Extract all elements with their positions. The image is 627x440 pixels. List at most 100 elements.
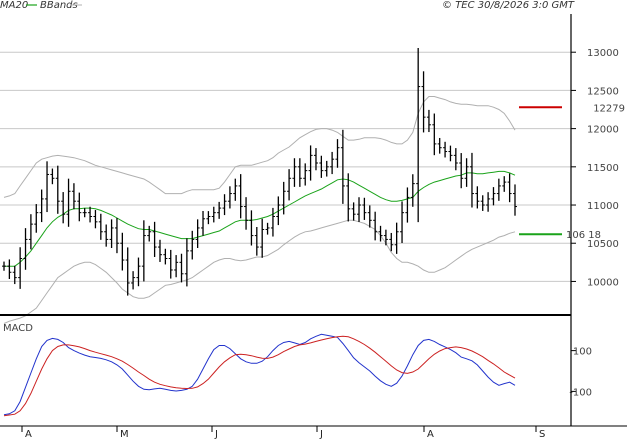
ohlc-bar [389, 232, 394, 252]
ohlc-bar [23, 228, 28, 270]
ohlc-bar [400, 201, 405, 244]
ohlc-bar [426, 109, 431, 133]
ohlc-bar [319, 155, 324, 178]
ohlc-bar [464, 158, 469, 187]
ohlc-bar [12, 265, 17, 285]
month-label: A [427, 429, 434, 440]
ohlc-bar [394, 222, 399, 254]
ohlc-bar [66, 178, 71, 227]
price-y-tick-label: 13000 [587, 48, 619, 59]
ohlc-bar [260, 218, 265, 258]
ohlc-bar [281, 181, 286, 215]
month-label: M [120, 429, 129, 440]
macd-panel: MACD 100 -100 [3, 323, 592, 417]
ohlc-bar [71, 183, 76, 210]
bbands-legend: BBands [40, 0, 78, 11]
ohlc-bar [7, 259, 12, 279]
ohlc-bar [297, 158, 302, 187]
ohlc-bar [147, 225, 152, 242]
ohlc-bar [367, 205, 372, 228]
ohlc-bar [109, 219, 114, 249]
ohlc-bar [238, 174, 243, 219]
price-y-tick-label: 12000 [587, 125, 619, 136]
ohlc-bar [61, 192, 66, 224]
ohlc-bar [330, 151, 335, 175]
ohlc-bar [179, 253, 184, 283]
macd-title: MACD [3, 323, 33, 334]
ohlc-bar [475, 186, 480, 209]
ohlc-bar [416, 48, 421, 223]
ohlc-bar [480, 195, 485, 211]
ohlc-bar [405, 187, 410, 223]
ohlc-bar [157, 239, 162, 262]
ohlc-bars [2, 48, 517, 296]
ohlc-bar [93, 210, 98, 229]
ohlc-bar [432, 113, 437, 156]
month-label: J [214, 429, 218, 440]
ohlc-bar [437, 137, 442, 154]
ohlc-bar [383, 229, 388, 246]
bbands-lower-line [3, 219, 516, 324]
ohlc-bar [211, 206, 216, 223]
ohlc-bar [190, 230, 195, 260]
ohlc-bar [114, 218, 119, 254]
ohlc-bar [77, 192, 82, 222]
ohlc-bar [227, 186, 232, 209]
macd-line [3, 333, 516, 416]
ohlc-bar [313, 148, 318, 171]
ohlc-bar [308, 145, 313, 181]
price-y-tick-label: 10500 [587, 239, 619, 250]
macd-y-axis: 100 -100 [569, 347, 592, 399]
ma20-line [4, 170, 516, 267]
ohlc-bar [270, 207, 275, 237]
ohlc-bar [136, 257, 141, 287]
ohlc-bar [152, 221, 157, 257]
ohlc-bar [378, 225, 383, 242]
ohlc-bar [491, 187, 496, 206]
ohlc-bar [206, 211, 211, 225]
ohlc-bar [469, 152, 474, 208]
ohlc-bar [357, 197, 362, 222]
ohlc-bar [486, 192, 491, 212]
ohlc-bar [222, 194, 227, 216]
resistance-label: 12279 [593, 103, 625, 114]
ohlc-bar [453, 148, 458, 171]
ohlc-bar [88, 206, 93, 223]
ohlc-bar [50, 168, 55, 185]
macd-y-tick-label: -100 [569, 387, 592, 398]
ohlc-bar [18, 247, 23, 289]
ohlc-bar [459, 153, 464, 189]
ohlc-bar [496, 178, 501, 201]
ohlc-bar [249, 210, 254, 246]
price-gridlines [0, 51, 571, 282]
ma20-legend: MA20 [0, 0, 28, 11]
ohlc-bar [287, 169, 292, 201]
support-label: 106 18 [566, 230, 601, 241]
ohlc-bar [254, 226, 259, 256]
month-label: S [539, 429, 545, 440]
ohlc-bar [335, 139, 340, 168]
ohlc-bar [82, 208, 87, 218]
ohlc-bar [55, 165, 60, 214]
bbands-upper-line [3, 96, 516, 198]
ohlc-bar [265, 222, 270, 235]
month-label: J [319, 429, 323, 440]
ohlc-bar [163, 248, 168, 265]
price-y-tick-label: 11000 [587, 201, 619, 212]
ohlc-bar [351, 202, 356, 221]
ohlc-bar [201, 210, 206, 236]
ohlc-bar [340, 129, 345, 204]
ohlc-bar [303, 163, 308, 186]
copyright-text: © TEC 30/8/2026 3:0 GMT [442, 0, 575, 11]
ohlc-bar [195, 219, 200, 249]
ohlc-bar [346, 173, 351, 222]
ohlc-bar [443, 141, 448, 158]
ohlc-bar [292, 158, 297, 187]
price-panel: 10000 10500 11000 11500 12000 12500 13000 1227… [0, 48, 625, 324]
ohlc-bar [448, 145, 453, 162]
ohlc-bar [373, 211, 378, 241]
ohlc-bar [324, 160, 329, 177]
ohlc-bar [141, 220, 146, 282]
ohlc-bar [34, 204, 39, 233]
ohlc-bar [244, 197, 249, 230]
